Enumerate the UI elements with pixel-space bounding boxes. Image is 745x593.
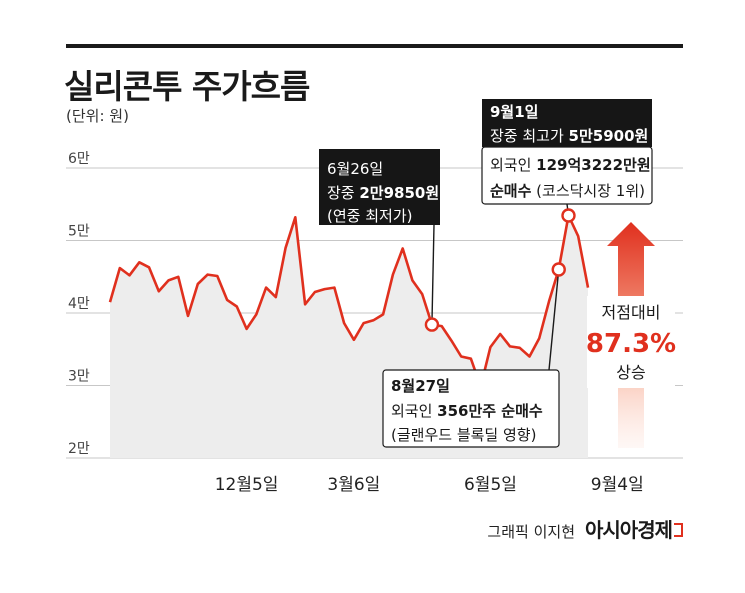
x-tick-label: 9월4일 xyxy=(591,475,644,495)
callout-box xyxy=(319,149,440,225)
annotation-marker xyxy=(551,262,566,277)
callout-box xyxy=(481,146,653,205)
callout-text: 8월27일 xyxy=(391,377,450,395)
unit-label: (단위: 원) xyxy=(66,107,129,125)
chart-title: 실리콘투 주가흐름 xyxy=(64,67,310,106)
credit-brand: 아시아경제 xyxy=(585,514,683,543)
callout-text: 6월26일 xyxy=(327,160,383,178)
callout-text: 순매수 (코스닥시장 1위) xyxy=(490,182,645,200)
callout-connector xyxy=(548,269,560,371)
credit: 그래픽 이지현 아시아경제 xyxy=(487,514,683,543)
callout-text: (글랜우드 블록딜 영향) xyxy=(391,426,536,444)
callout-text: 9월1일 xyxy=(490,103,538,121)
y-tick-label: 3만 xyxy=(68,369,90,385)
callout-box xyxy=(482,99,652,147)
y-tick-label: 6만 xyxy=(68,151,90,167)
callout-text: 외국인 356만주 순매수 xyxy=(391,402,543,420)
brand-logo-mark xyxy=(674,523,683,537)
callout-connector xyxy=(431,224,435,325)
annotation-marker xyxy=(424,317,440,332)
credit-brand-text: 아시아경제 xyxy=(585,518,673,542)
top-rule xyxy=(66,44,683,48)
y-tick-label: 4만 xyxy=(68,296,90,312)
callout-text: 장중 2만9850원 xyxy=(327,184,439,202)
callout-text: 장중 최고가 5만5900원 xyxy=(490,127,648,145)
highlight-label-top: 저점대비 xyxy=(602,303,661,322)
price-line xyxy=(108,214,590,388)
highlight-label-bottom: 상승 xyxy=(616,363,645,382)
y-tick-label: 5만 xyxy=(68,224,90,240)
highlight-backdrop xyxy=(587,296,675,388)
x-tick-label: 12월5일 xyxy=(215,475,279,495)
x-tick-label: 6월5일 xyxy=(464,475,517,495)
callout-text: 외국인 129억3222만원 xyxy=(490,156,651,174)
callout-box xyxy=(382,369,560,448)
callout-text: (연중 최저가) xyxy=(327,207,412,225)
annotation-marker xyxy=(561,208,576,223)
highlight-value: 87.3% xyxy=(586,329,676,359)
y-tick-label: 2만 xyxy=(68,441,90,457)
credit-artist: 그래픽 이지현 xyxy=(487,523,575,541)
x-tick-label: 3월6일 xyxy=(327,475,380,495)
